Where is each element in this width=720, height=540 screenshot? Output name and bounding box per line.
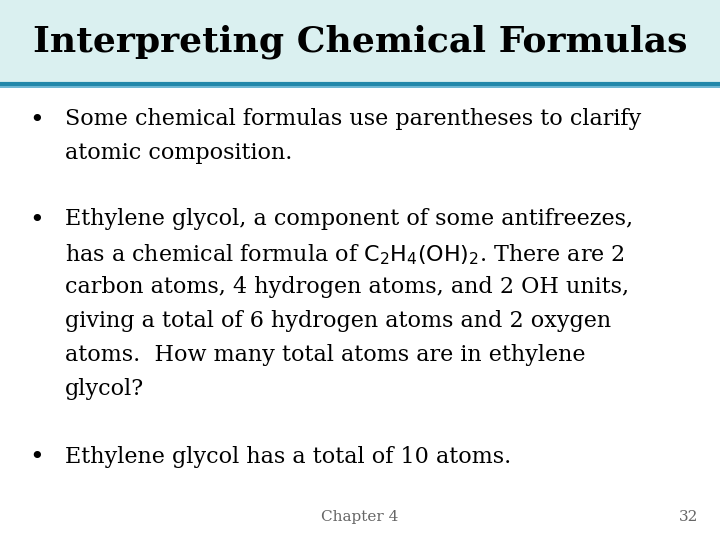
Text: •: • <box>29 446 43 469</box>
Text: Interpreting Chemical Formulas: Interpreting Chemical Formulas <box>32 25 688 59</box>
Text: carbon atoms, 4 hydrogen atoms, and 2 OH units,: carbon atoms, 4 hydrogen atoms, and 2 OH… <box>65 276 629 298</box>
Text: glycol?: glycol? <box>65 378 144 400</box>
Text: Ethylene glycol has a total of 10 atoms.: Ethylene glycol has a total of 10 atoms. <box>65 446 511 468</box>
Text: •: • <box>29 208 43 232</box>
Text: Some chemical formulas use parentheses to clarify: Some chemical formulas use parentheses t… <box>65 108 641 130</box>
Text: atomic composition.: atomic composition. <box>65 142 292 164</box>
Text: has a chemical formula of $\mathrm{C_2H_4(OH)_2}$. There are 2: has a chemical formula of $\mathrm{C_2H_… <box>65 242 625 267</box>
Text: atoms.  How many total atoms are in ethylene: atoms. How many total atoms are in ethyl… <box>65 344 585 366</box>
Text: •: • <box>29 108 43 132</box>
FancyBboxPatch shape <box>0 0 720 84</box>
Text: 32: 32 <box>679 510 698 524</box>
Text: Ethylene glycol, a component of some antifreezes,: Ethylene glycol, a component of some ant… <box>65 208 633 230</box>
Text: giving a total of 6 hydrogen atoms and 2 oxygen: giving a total of 6 hydrogen atoms and 2… <box>65 310 611 332</box>
Text: Chapter 4: Chapter 4 <box>321 510 399 524</box>
